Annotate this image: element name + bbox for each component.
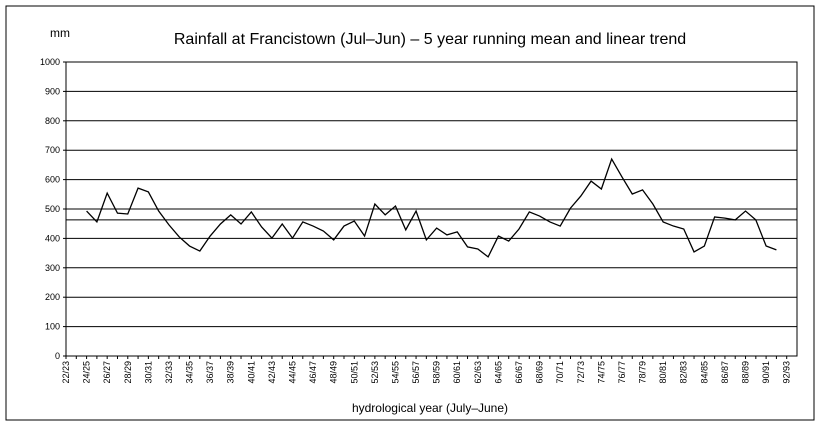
x-tick-label: 76/77 — [617, 361, 627, 384]
x-tick-label: 40/41 — [246, 361, 256, 384]
x-tick-label: 28/29 — [123, 361, 133, 384]
x-tick-label: 48/49 — [329, 361, 339, 384]
x-tick-label: 82/83 — [679, 361, 689, 384]
x-tick-label: 22/23 — [61, 361, 71, 384]
x-tick-label: 36/37 — [205, 361, 215, 384]
x-tick-label: 90/91 — [761, 361, 771, 384]
x-tick-label: 78/79 — [638, 361, 648, 384]
x-tick-label: 34/35 — [185, 361, 195, 384]
y-tick-label: 600 — [45, 175, 60, 185]
x-tick-label: 62/63 — [473, 361, 483, 384]
x-tick-label: 84/85 — [699, 361, 709, 384]
x-tick-label: 60/61 — [452, 361, 462, 384]
x-tick-label: 30/31 — [143, 361, 153, 384]
x-tick-label: 58/59 — [432, 361, 442, 384]
y-tick-label: 0 — [55, 351, 60, 361]
y-axis-label: mm — [50, 26, 70, 40]
y-tick-label: 800 — [45, 116, 60, 126]
x-tick-label: 64/65 — [493, 361, 503, 384]
x-tick-label: 26/27 — [102, 361, 112, 384]
y-tick-label: 400 — [45, 233, 60, 243]
x-tick-label: 24/25 — [82, 361, 92, 384]
x-tick-label: 38/39 — [226, 361, 236, 384]
x-tick-label: 92/93 — [782, 361, 792, 384]
x-tick-label: 50/51 — [349, 361, 359, 384]
x-tick-label: 80/81 — [658, 361, 668, 384]
y-tick-label: 100 — [45, 322, 60, 332]
y-tick-label: 200 — [45, 292, 60, 302]
x-axis-label: hydrological year (July–June) — [352, 401, 508, 415]
x-tick-label: 46/47 — [308, 361, 318, 384]
x-tick-label: 42/43 — [267, 361, 277, 384]
x-tick-label: 44/45 — [288, 361, 298, 384]
x-tick-label: 86/87 — [720, 361, 730, 384]
x-tick-label: 70/71 — [555, 361, 565, 384]
chart-title: Rainfall at Francistown (Jul–Jun) – 5 ye… — [174, 31, 686, 48]
x-tick-label: 68/69 — [535, 361, 545, 384]
y-tick-label: 1000 — [40, 57, 60, 67]
x-tick-label: 52/53 — [370, 361, 380, 384]
y-tick-label: 500 — [45, 204, 60, 214]
y-tick-label: 700 — [45, 145, 60, 155]
x-tick-label: 74/75 — [596, 361, 606, 384]
x-tick-label: 66/67 — [514, 361, 524, 384]
chart-frame — [5, 5, 815, 421]
x-tick-label: 56/57 — [411, 361, 421, 384]
x-tick-label: 54/55 — [390, 361, 400, 384]
x-tick-label: 72/73 — [576, 361, 586, 384]
x-tick-label: 88/89 — [741, 361, 751, 384]
y-tick-label: 300 — [45, 263, 60, 273]
y-tick-label: 900 — [45, 86, 60, 96]
data-line — [86, 157, 777, 258]
x-tick-label: 32/33 — [164, 361, 174, 384]
